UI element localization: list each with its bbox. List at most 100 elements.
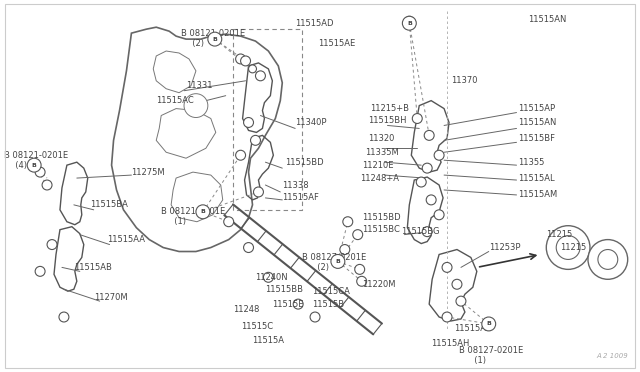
Circle shape [293,299,303,309]
Text: 11515B: 11515B [312,299,344,309]
Text: 11515BC: 11515BC [362,225,399,234]
Text: (2): (2) [187,39,204,48]
Text: 11370: 11370 [451,76,477,85]
Text: 11248+A: 11248+A [360,174,399,183]
Circle shape [442,262,452,272]
Circle shape [236,54,246,64]
Circle shape [310,312,320,322]
Circle shape [456,296,466,306]
Circle shape [482,317,495,331]
Circle shape [434,150,444,160]
Text: 11515AN: 11515AN [518,118,557,127]
Circle shape [208,32,221,46]
Text: B: B [32,163,36,168]
Circle shape [250,135,260,145]
Circle shape [236,150,246,160]
Circle shape [556,235,580,259]
Text: 11515AG: 11515AG [454,324,492,333]
Text: 11515BD: 11515BD [362,213,400,222]
Text: 11515AL: 11515AL [518,174,555,183]
Text: 11515BF: 11515BF [518,134,556,143]
Text: 11215+B: 11215+B [370,104,408,113]
Text: 11515AN: 11515AN [529,15,567,24]
Circle shape [403,16,416,30]
Text: 11331: 11331 [186,81,212,90]
Circle shape [598,250,618,269]
Circle shape [356,276,367,286]
Text: 11240N: 11240N [255,273,288,282]
Text: 11515AP: 11515AP [518,104,556,113]
Text: 11275M: 11275M [131,168,165,177]
Circle shape [28,158,41,172]
Text: 11515AC: 11515AC [156,96,194,105]
Circle shape [426,195,436,205]
Text: (1): (1) [469,356,486,365]
Text: 11338: 11338 [282,180,309,189]
Circle shape [343,217,353,227]
Text: 11340P: 11340P [295,118,326,127]
Text: 11515BD: 11515BD [285,158,324,167]
Circle shape [264,272,273,282]
Text: 11335M: 11335M [365,148,399,157]
Circle shape [244,243,253,253]
Text: 11355: 11355 [518,158,545,167]
Circle shape [184,94,208,118]
Text: B 08121-0201E: B 08121-0201E [181,29,245,38]
Text: 11515AA: 11515AA [107,235,145,244]
Text: 11515E: 11515E [273,299,304,309]
Circle shape [442,312,452,322]
Text: B 08121-0601E: B 08121-0601E [161,207,225,216]
Text: 11253P: 11253P [489,243,520,252]
Circle shape [588,240,628,279]
Text: 11515A: 11515A [253,336,285,345]
Circle shape [547,226,590,269]
Circle shape [241,56,250,66]
Circle shape [35,167,45,177]
Circle shape [412,113,422,124]
Text: 11515C: 11515C [241,323,273,331]
Circle shape [416,177,426,187]
Circle shape [224,217,234,227]
Circle shape [404,16,414,26]
Text: 11515CA: 11515CA [312,287,350,296]
Circle shape [42,180,52,190]
Circle shape [331,254,345,268]
Text: 11320: 11320 [367,134,394,143]
Text: B: B [335,259,340,264]
Text: A 2 1009: A 2 1009 [596,353,628,359]
Text: 11215: 11215 [547,230,573,239]
Text: 11515AM: 11515AM [518,190,557,199]
Text: B: B [200,209,205,214]
Text: B 08121-0201E: B 08121-0201E [4,151,68,160]
Text: 11515BH: 11515BH [367,116,406,125]
Text: (2): (2) [312,263,329,272]
Text: B: B [407,21,412,26]
Text: B: B [212,36,217,42]
Text: 11515BG: 11515BG [401,227,440,236]
Text: (4): (4) [10,161,28,170]
Text: (1): (1) [169,217,186,226]
Circle shape [424,131,434,140]
Text: 11248: 11248 [233,305,259,314]
Circle shape [248,65,257,73]
Circle shape [353,230,363,240]
Text: 11515BB: 11515BB [266,285,303,294]
Circle shape [255,71,266,81]
Text: B 08127-0201E: B 08127-0201E [302,253,366,262]
Circle shape [422,227,432,237]
Circle shape [196,205,210,219]
Circle shape [244,118,253,128]
Circle shape [47,240,57,250]
Text: 11515AD: 11515AD [295,19,333,28]
Text: 11220M: 11220M [362,280,395,289]
Circle shape [35,266,45,276]
Circle shape [422,163,432,173]
Circle shape [59,312,69,322]
Circle shape [434,210,444,220]
Text: 11515AF: 11515AF [282,193,319,202]
Circle shape [253,187,264,197]
Text: 11515AH: 11515AH [431,339,470,348]
Circle shape [355,264,365,274]
Text: B 08127-0201E: B 08127-0201E [459,346,524,355]
Text: 11215: 11215 [560,243,586,252]
